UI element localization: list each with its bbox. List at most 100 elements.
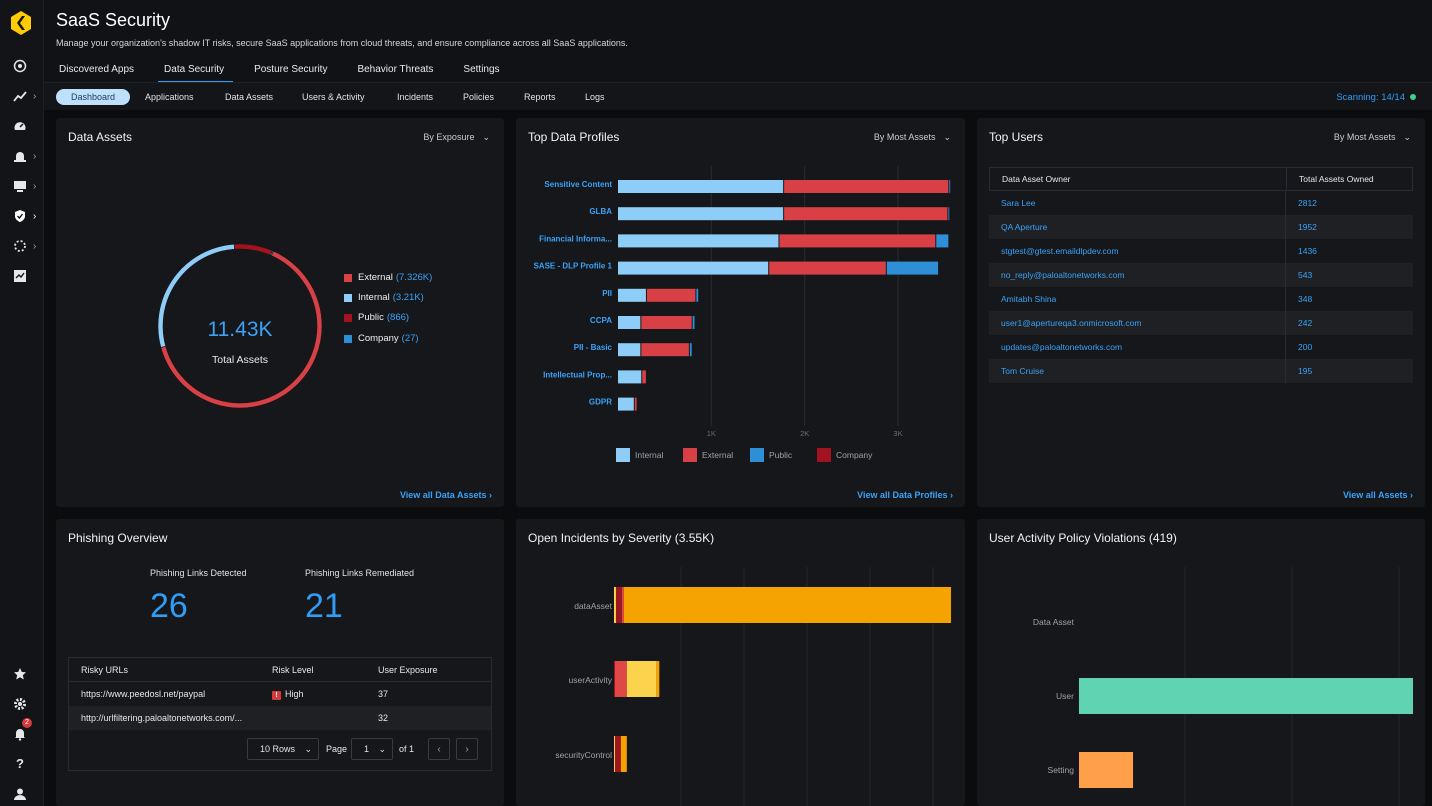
subnav-logs[interactable]: Logs [585, 92, 605, 102]
assets-count-link[interactable]: 543 [1285, 263, 1413, 287]
bar-segment-medium [620, 736, 627, 772]
nav-inventory[interactable]: › [0, 174, 44, 198]
gauge-icon [14, 122, 26, 130]
owner-link[interactable]: QA Aperture [1001, 222, 1048, 232]
top-users-title: Top Users [989, 130, 1044, 144]
legend-public: Public (866) [344, 312, 409, 323]
tab-settings[interactable]: Settings [463, 64, 500, 75]
nav-settings[interactable] [0, 692, 44, 716]
assets-count-link[interactable]: 200 [1285, 335, 1413, 359]
nav-profile[interactable] [0, 782, 44, 806]
chevron-right-icon: › [33, 150, 37, 162]
table-row: stgtest@gtest.emaildlpdev.com 1436 [989, 239, 1413, 263]
table-row[interactable]: https://www.peedosl.net/paypal ! High 37 [69, 682, 491, 706]
subnav-users-activity[interactable]: Users & Activity [302, 92, 365, 102]
prev-page-button[interactable]: ‹ [428, 738, 450, 760]
bar-segment-external [641, 316, 692, 329]
nav-gauge[interactable] [0, 114, 44, 138]
category-label: securityControl [555, 750, 612, 760]
nav-reports[interactable] [0, 264, 44, 288]
nav-favorites[interactable] [0, 662, 44, 686]
risk-level-cell: ! High [260, 689, 366, 700]
activity-icon [13, 91, 27, 102]
table-row: Amitabh Shina 348 [989, 287, 1413, 311]
chevron-down-icon: ⌄ [1403, 132, 1411, 142]
nav-notifications[interactable]: 2 [0, 718, 44, 746]
nav-settings-cycle[interactable]: › [0, 234, 44, 258]
top-data-profiles-title: Top Data Profiles [528, 130, 620, 144]
nav-alerts[interactable]: › [0, 144, 44, 168]
column-header[interactable]: User Exposure [378, 664, 438, 675]
nav-help[interactable]: ? [0, 752, 44, 776]
owner-link[interactable]: Amitabh Shina [1001, 294, 1057, 304]
nav-activity[interactable]: › [0, 84, 44, 108]
risky-url: https://www.peedosl.net/paypal [81, 689, 206, 699]
phishing-remediated-label: Phishing Links Remediated [305, 568, 415, 578]
report-icon [14, 270, 26, 282]
subnav-data-assets[interactable]: Data Assets [225, 92, 274, 102]
prisma-logo[interactable] [9, 10, 33, 36]
assets-count-link[interactable]: 1952 [1285, 215, 1413, 239]
subnav-reports[interactable]: Reports [524, 92, 556, 102]
category-label: dataAsset [574, 601, 612, 611]
view-all-assets-link[interactable]: View all Assets › [1342, 490, 1413, 500]
page-select[interactable]: 1 ⌄ [351, 738, 393, 760]
owner-link[interactable]: Sara Lee [1001, 198, 1036, 208]
assets-count-link[interactable]: 195 [1285, 359, 1413, 383]
bar-segment-internal [618, 234, 779, 248]
subnav-policies[interactable]: Policies [463, 92, 495, 102]
assets-count-link[interactable]: 348 [1285, 287, 1413, 311]
tab-discovered-apps[interactable]: Discovered Apps [59, 64, 135, 75]
bar-segment-external [769, 261, 886, 275]
legend-company: Company (27) [344, 333, 419, 344]
next-page-button[interactable]: › [456, 738, 478, 760]
legend-swatch [683, 448, 697, 462]
bar-segment-external [646, 288, 696, 302]
main-tabs: Discovered Apps Data Security Posture Se… [56, 58, 527, 83]
legend-label: External [702, 450, 733, 460]
bar-segment-critical [614, 736, 621, 772]
owner-link[interactable]: stgtest@gtest.emaildlpdev.com [1001, 246, 1119, 256]
column-header[interactable]: Risky URLs [81, 664, 129, 675]
bar-segment-internal [618, 207, 784, 221]
data-assets-sort-dropdown[interactable]: By Exposure ⌄ [423, 132, 490, 143]
subnav-incidents[interactable]: Incidents [397, 92, 434, 102]
owner-link[interactable]: updates@paloaltonetworks.com [1001, 342, 1123, 352]
user-icon [14, 788, 26, 800]
table-row[interactable]: http://urlfiltering.paloaltonetworks.com… [69, 706, 491, 730]
column-header[interactable]: Data Asset Owner [1002, 174, 1071, 184]
assets-count-link[interactable]: 1436 [1285, 239, 1413, 263]
monitor-icon [14, 181, 26, 192]
status-dot-icon [1410, 94, 1416, 100]
donut-slice-public [233, 243, 273, 256]
owner-link[interactable]: no_reply@paloaltonetworks.com [1001, 270, 1125, 280]
user-exposure: 32 [378, 713, 389, 723]
column-header[interactable]: Risk Level [272, 664, 314, 675]
rows-per-page-select[interactable]: 10 Rows ⌄ [247, 738, 319, 760]
top-users-sort-dropdown[interactable]: By Most Assets ⌄ [1334, 132, 1411, 143]
category-label: Intellectual Prop... [543, 370, 612, 379]
table-row: no_reply@paloaltonetworks.com 543 [989, 263, 1413, 287]
bar-segment-public [692, 316, 695, 329]
owner-link[interactable]: Tom Cruise [1001, 366, 1044, 376]
table-header: Risky URLs Risk Level User Exposure [69, 658, 491, 682]
assets-count-link[interactable]: 242 [1285, 311, 1413, 335]
tab-behavior-threats[interactable]: Behavior Threats [357, 64, 434, 75]
nav-data-security[interactable]: › [0, 204, 44, 228]
subnav-dashboard[interactable]: Dashboard [56, 89, 131, 105]
total-assets-value: 11.43K [208, 318, 273, 341]
top-data-profiles-chart: 1K 2K 3K Sensitive Content GLBA Financial Inf… [533, 166, 951, 462]
owner-link[interactable]: user1@apertureqa3.onmicrosoft.com [1001, 318, 1142, 328]
view-all-data-assets-link[interactable]: View all Data Assets › [399, 490, 492, 500]
tab-data-security[interactable]: Data Security [158, 58, 234, 83]
violation-bar [1079, 678, 1413, 714]
view-all-data-profiles-link[interactable]: View all Data Profiles › [857, 490, 953, 500]
legend-internal: Internal (3.21K) [344, 292, 424, 303]
top-data-profiles-sort-dropdown[interactable]: By Most Assets ⌄ [874, 132, 951, 143]
left-nav: › › › › › 2 ? [0, 0, 44, 806]
assets-count-link[interactable]: 2812 [1285, 191, 1413, 215]
subnav-applications[interactable]: Applications [145, 92, 194, 102]
column-header[interactable]: Total Assets Owned [1286, 168, 1412, 190]
tab-posture-security[interactable]: Posture Security [254, 64, 328, 75]
nav-dashboard[interactable] [0, 54, 44, 78]
